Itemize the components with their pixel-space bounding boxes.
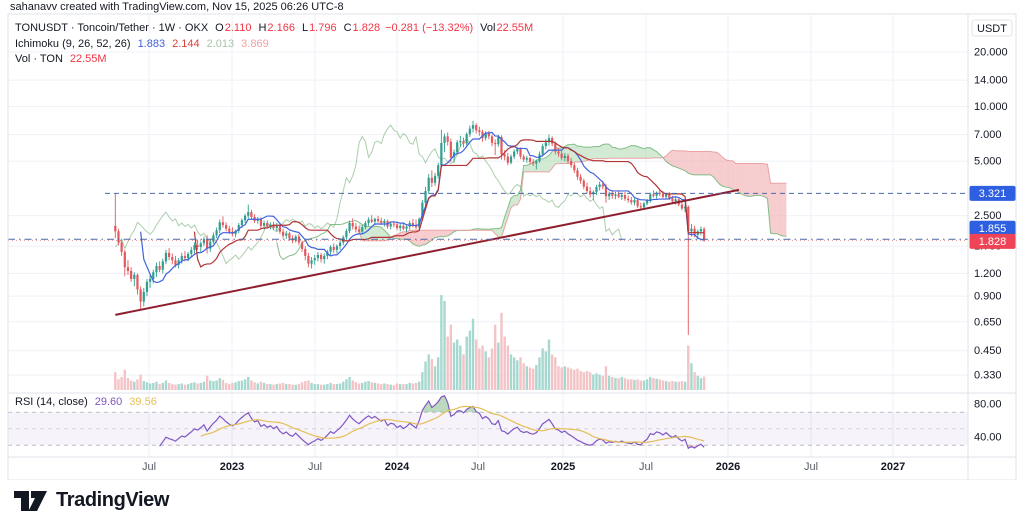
level-price-badge[interactable] <box>969 185 1016 201</box>
price-axis-tick: 2.500 <box>974 210 1002 222</box>
time-axis-year-label: 2024 <box>385 461 410 473</box>
tradingview-wordmark[interactable]: TradingView <box>56 489 170 511</box>
volume-study-value: 22.55M <box>69 53 107 65</box>
price-axis-tick: 0.330 <box>974 370 1002 382</box>
price-axis-tick: 0.900 <box>974 291 1002 303</box>
price-axis-tick: 1.200 <box>974 268 1002 280</box>
volume-value: 22.55M <box>496 22 534 34</box>
symbol-title[interactable]: TONUSDT · Toncoin/Tether · 1W · OKX <box>15 22 209 34</box>
rsi-band <box>8 411 968 446</box>
last-price-badge[interactable] <box>969 233 1016 249</box>
price-badge-label: 3.321 <box>979 188 1007 200</box>
high-value: 2.166 <box>267 22 295 34</box>
currency-box[interactable] <box>971 19 1013 37</box>
ichimoku-cloud <box>276 143 787 261</box>
ichimoku-base-value: 2.144 <box>172 37 200 50</box>
time-axis-month-label: Jul <box>308 461 322 473</box>
candles <box>114 120 706 335</box>
price-axis[interactable]: 20.00014.00010.0007.0005.0002.5001.7001.… <box>969 19 1016 444</box>
low-value: 1.796 <box>309 22 337 34</box>
price-badge-label: 1.828 <box>979 236 1007 248</box>
ichimoku-lead-a-value: 2.013 <box>206 37 235 50</box>
ichimoku-lagging-span <box>114 124 623 265</box>
price-axis-tick: 14.000 <box>974 75 1008 87</box>
level-price-badge[interactable] <box>969 220 1016 236</box>
open-label: O <box>215 22 224 34</box>
price-axis-tick: 20.000 <box>974 47 1008 59</box>
grid <box>8 14 968 457</box>
high-label: H <box>258 22 267 34</box>
footer-bar: TradingView <box>0 480 1024 521</box>
ichimoku-lead-b-value: 3.869 <box>241 37 269 50</box>
time-axis-year-label: 2023 <box>220 461 244 473</box>
price-axis-tick: 7.000 <box>974 129 1002 141</box>
price-axis-tick: 10.000 <box>974 101 1008 113</box>
attribution-text: sahanavv created with TradingView.com, N… <box>10 1 344 13</box>
price-axis-tick: 0.650 <box>974 316 1002 328</box>
tradingview-logo-icon[interactable] <box>13 489 49 513</box>
open-value: 2.110 <box>224 22 252 34</box>
price-axis-tick: 80.00 <box>974 399 1002 411</box>
volume-study-title[interactable]: Vol · TON <box>15 53 63 65</box>
time-axis[interactable]: Jul 2023 Jul 2024 Jul 2025 Jul 2026 Jul 2027 <box>142 461 905 473</box>
close-label: C <box>343 22 352 34</box>
rsi-value: 29.60 <box>94 396 123 408</box>
rsi-ma-value: 39.56 <box>129 396 157 408</box>
low-label: L <box>301 22 309 34</box>
close-value: 1.828 <box>352 22 381 34</box>
volume-label: Vol <box>480 22 496 34</box>
time-axis-month-label: Jul <box>471 461 485 473</box>
change-value: −0.281 (−13.32%) <box>385 22 474 34</box>
volume-legend-row: Vol · TON 22.55M <box>15 52 533 68</box>
price-axis-tick: 0.450 <box>974 345 1002 357</box>
ichimoku-lines <box>140 131 705 284</box>
ascending-trendline[interactable] <box>115 188 740 316</box>
time-axis-year-label: 2027 <box>881 461 905 473</box>
rsi-title[interactable]: RSI (14, close) <box>15 396 88 408</box>
chart-legend: TONUSDT · Toncoin/Tether · 1W · OKX O2.11… <box>15 21 533 68</box>
chart-frame <box>7 13 1017 481</box>
symbol-legend-row: TONUSDT · Toncoin/Tether · 1W · OKX O2.11… <box>15 21 533 37</box>
time-axis-year-label: 2025 <box>551 461 575 473</box>
rsi-legend-row: RSI (14, close) 29.60 39.56 <box>15 396 157 408</box>
ichimoku-title[interactable]: Ichimoku (9, 26, 52, 26) <box>15 37 131 50</box>
time-axis-year-label: 2026 <box>716 461 740 473</box>
currency-label: USDT <box>977 23 1007 35</box>
price-axis-tick: 5.000 <box>974 156 1002 168</box>
price-axis-tick: 40.00 <box>974 432 1002 444</box>
volume-bars <box>114 295 706 390</box>
price-badge-label: 1.855 <box>979 223 1007 235</box>
time-axis-month-label: Jul <box>639 461 653 473</box>
time-axis-month-label: Jul <box>804 461 818 473</box>
rsi-plot <box>159 395 705 450</box>
ichimoku-conversion-value: 1.883 <box>137 37 166 50</box>
ichimoku-legend-row: Ichimoku (9, 26, 52, 26) 1.883 2.144 2.013 3… <box>15 37 533 53</box>
time-axis-month-label: Jul <box>142 461 156 473</box>
